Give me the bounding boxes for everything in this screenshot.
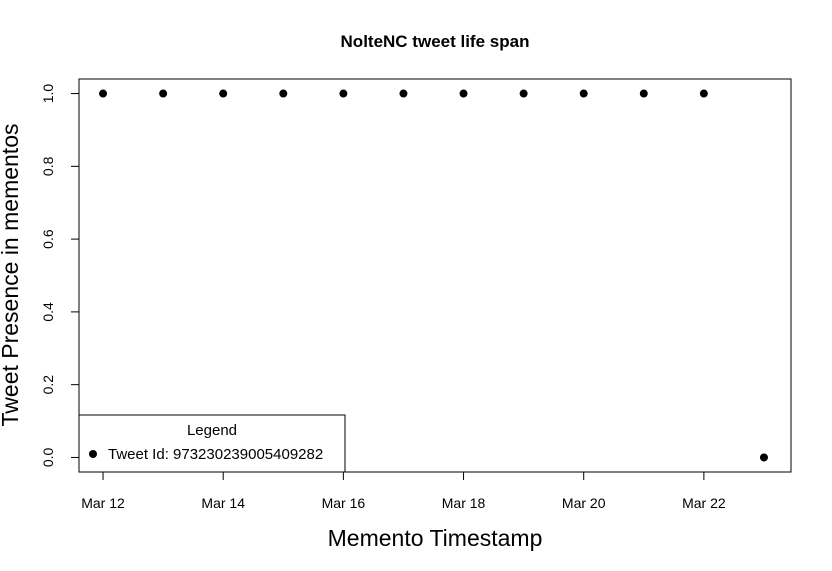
data-point	[279, 89, 288, 98]
y-tick-label: 0.8	[40, 156, 56, 176]
x-tick-label: Mar 20	[562, 495, 606, 511]
data-point	[759, 453, 768, 462]
data-point	[459, 89, 468, 98]
data-point	[579, 89, 588, 98]
data-point	[159, 89, 168, 98]
y-tick-label: 0.6	[40, 229, 56, 249]
data-point	[699, 89, 708, 98]
data-point	[219, 89, 228, 98]
x-tick-label: Mar 16	[322, 495, 366, 511]
legend: Legend Tweet Id: 973230239005409282	[78, 414, 346, 473]
data-points	[99, 89, 768, 462]
x-tick-label: Mar 22	[682, 495, 726, 511]
x-tick-label: Mar 18	[442, 495, 486, 511]
y-axis: 0.0 0.2 0.4 0.6 0.8 1.0	[40, 84, 80, 468]
y-tick-label: 0.0	[40, 448, 56, 468]
x-axis: Mar 12 Mar 14 Mar 16 Mar 18 Mar 20 Mar 22	[81, 471, 726, 511]
y-tick-label: 0.4	[40, 302, 56, 322]
data-point	[639, 89, 648, 98]
x-tick-label: Mar 12	[81, 495, 125, 511]
data-point	[519, 89, 528, 98]
legend-entry-label: Tweet Id: 973230239005409282	[108, 446, 323, 463]
y-tick-label: 1.0	[40, 84, 56, 104]
y-tick-label: 0.2	[40, 375, 56, 395]
legend-marker	[89, 450, 97, 458]
legend-title: Legend	[187, 422, 237, 439]
data-point	[99, 89, 108, 98]
data-point	[339, 89, 348, 98]
y-axis-label: Tweet Presence in mementos	[0, 124, 23, 427]
legend-box	[78, 414, 346, 473]
chart-title: NolteNC tweet life span	[341, 32, 530, 51]
x-tick-label: Mar 14	[201, 495, 245, 511]
data-point	[399, 89, 408, 98]
plot-area-frame	[78, 78, 792, 473]
x-axis-label: Memento Timestamp	[328, 525, 543, 551]
